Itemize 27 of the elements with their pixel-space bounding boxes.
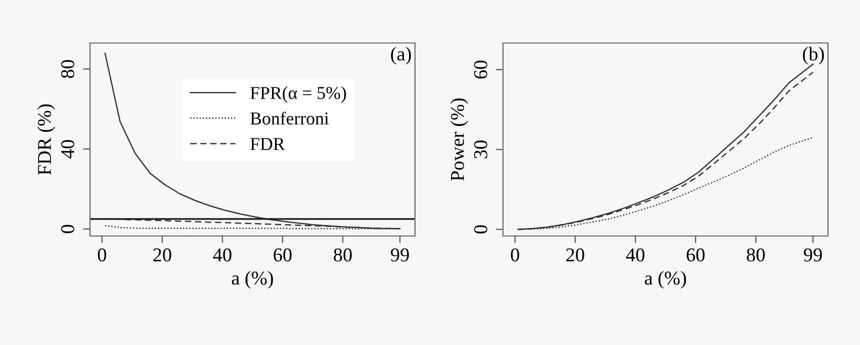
y-axis-title: FDR (%)	[37, 104, 56, 175]
x-axis-title: a (%)	[644, 270, 686, 289]
x-axis-title: a (%)	[232, 270, 273, 289]
x-tick-label: 40	[213, 248, 232, 262]
y-tick-label: 30	[474, 140, 488, 158]
x-tick-label: 0	[98, 248, 106, 262]
x-tick-label: 99	[390, 248, 409, 262]
y-tick-label: 0	[474, 225, 488, 234]
y-tick-label: 80	[61, 60, 74, 78]
y-tick-label: 40	[61, 140, 74, 158]
x-tick-label: 60	[686, 248, 705, 262]
x-tick-label: 0	[510, 248, 520, 262]
legend-label: FDR	[250, 138, 285, 150]
x-tick-label: 20	[153, 248, 172, 262]
x-tick-label: 80	[746, 248, 765, 262]
y-axis-title: Power (%)	[450, 98, 468, 181]
x-tick-label: 60	[274, 248, 292, 262]
y-tick-label: 0	[61, 224, 74, 234]
annotation: (b)	[802, 46, 824, 64]
x-tick-label: 99	[804, 248, 822, 262]
x-tick-label: 20	[566, 248, 584, 262]
legend-label: FPR(α = 5%)	[250, 86, 346, 103]
x-tick-label: 80	[334, 248, 352, 262]
legend-label: Bonferroni	[250, 112, 329, 125]
annotation: (a)	[391, 46, 411, 64]
y-tick-label: 60	[474, 60, 488, 79]
x-tick-label: 40	[626, 248, 644, 262]
